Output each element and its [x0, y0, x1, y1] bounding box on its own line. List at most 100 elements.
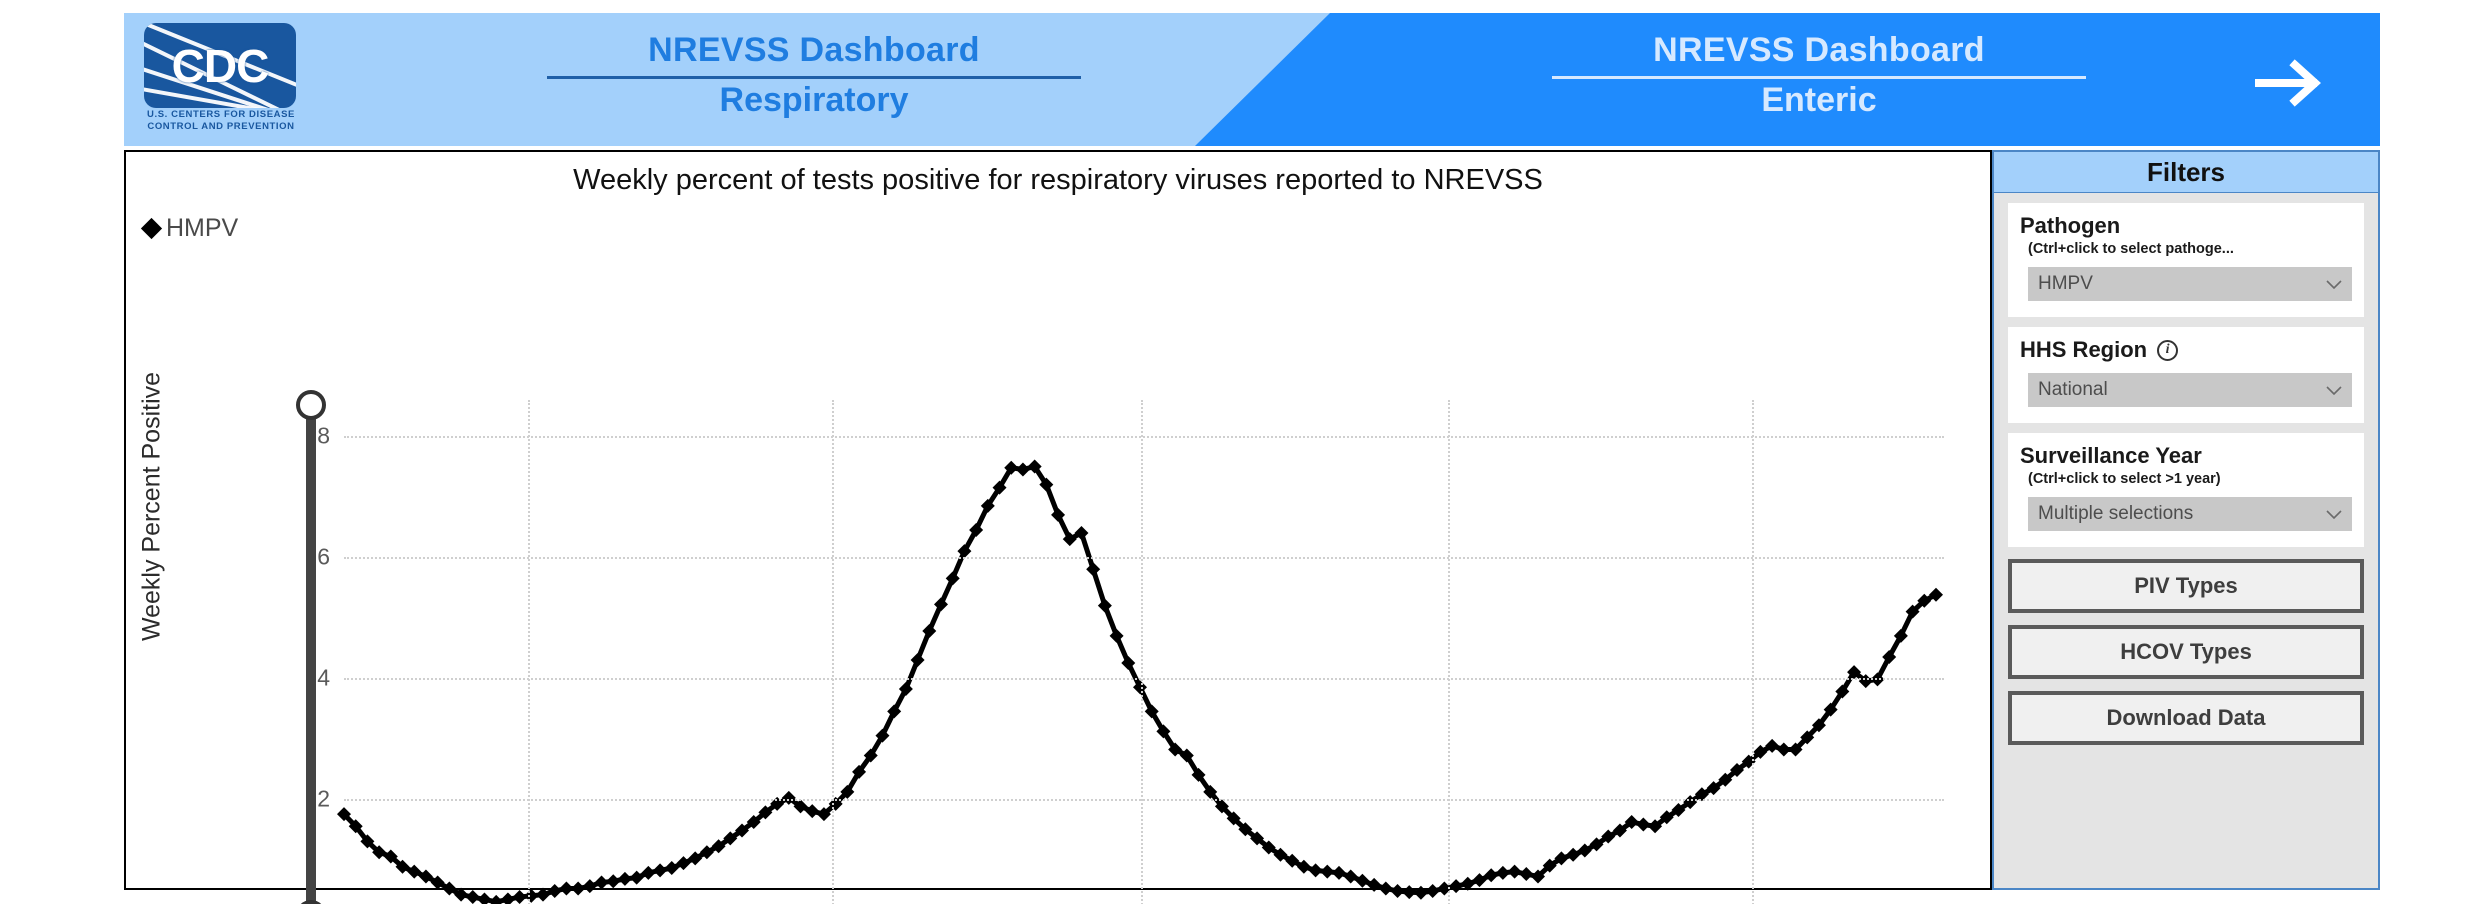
series-marker-hmpv [781, 790, 796, 805]
series-marker-hmpv [1144, 704, 1159, 719]
series-marker-hmpv [1097, 598, 1112, 613]
series-marker-hmpv [1519, 867, 1534, 882]
series-marker-hmpv [758, 805, 773, 820]
series-marker-hmpv [1027, 459, 1042, 474]
piv-types-button[interactable]: PIV Types [2008, 559, 2364, 613]
series-marker-hmpv [653, 863, 668, 878]
series-marker-hmpv [372, 845, 387, 860]
series-marker-hmpv [1296, 859, 1311, 874]
series-marker-hmpv [1800, 730, 1815, 745]
app-header-banner: CDC U.S. CENTERS FOR DISEASE CONTROL AND… [124, 13, 2380, 146]
series-marker-hmpv [980, 498, 995, 513]
series-marker-hmpv [699, 845, 714, 860]
series-marker-hmpv [1203, 784, 1218, 799]
series-marker-hmpv [887, 704, 902, 719]
series-marker-hmpv [1484, 868, 1499, 883]
series-marker-hmpv [606, 874, 621, 889]
series-marker-hmpv [957, 544, 972, 559]
series-marker-hmpv [1811, 718, 1826, 733]
series-marker-hmpv [1039, 477, 1054, 492]
chevron-down-icon [2326, 509, 2342, 519]
series-marker-hmpv [1402, 885, 1417, 900]
series-marker-hmpv [1413, 885, 1428, 900]
download-data-button[interactable]: Download Data [2008, 691, 2364, 745]
series-marker-hmpv [1460, 876, 1475, 891]
series-marker-hmpv [676, 856, 691, 871]
series-marker-hmpv [863, 748, 878, 763]
series-marker-hmpv [1718, 772, 1733, 787]
info-icon[interactable]: i [2157, 339, 2179, 361]
series-marker-hmpv [1179, 748, 1194, 763]
filter-group-pathogen: Pathogen (Ctrl+click to select pathoge..… [2008, 203, 2364, 317]
series-marker-hmpv [1566, 847, 1581, 862]
filter-title-hhs-region-text: HHS Region [2020, 337, 2148, 362]
series-marker-hmpv [1706, 781, 1721, 796]
surveillance-year-select-value: Multiple selections [2038, 503, 2194, 524]
series-marker-hmpv [571, 881, 586, 896]
series-marker-hmpv [1074, 526, 1089, 541]
cdc-logo: CDC U.S. CENTERS FOR DISEASE CONTROL AND… [136, 19, 306, 137]
series-marker-hmpv [430, 875, 445, 890]
series-marker-hmpv [500, 892, 515, 904]
surveillance-year-select[interactable]: Multiple selections [2028, 497, 2352, 531]
series-marker-hmpv [1308, 863, 1323, 878]
tab-enteric-underline [1552, 76, 2086, 79]
hhs-region-select-value: National [2038, 379, 2108, 400]
series-marker-hmpv [1601, 829, 1616, 844]
series-marker-hmpv [1612, 823, 1627, 838]
hhs-region-select[interactable]: National [2028, 373, 2352, 407]
filter-title-surveillance-year-text: Surveillance Year [2020, 443, 2202, 468]
series-marker-hmpv [348, 819, 363, 834]
hcov-types-button[interactable]: HCOV Types [2008, 625, 2364, 679]
series-marker-hmpv [992, 480, 1007, 495]
chart-title: Weekly percent of tests positive for res… [573, 164, 1543, 196]
tab-respiratory-line1: NREVSS Dashboard [648, 31, 980, 69]
series-marker-hmpv [383, 849, 398, 864]
tab-enteric-line2: Enteric [1761, 81, 1877, 119]
series-marker-hmpv [1823, 702, 1838, 717]
series-marker-hmpv [1659, 810, 1674, 825]
gridline-horizontal [344, 678, 1944, 681]
tab-enteric[interactable]: NREVSS Dashboard Enteric [1509, 31, 2129, 120]
y-slider-handle-max[interactable] [296, 390, 326, 420]
y-slider-handle-min[interactable] [296, 900, 326, 904]
gridline-vertical [832, 400, 834, 904]
series-marker-hmpv [1343, 869, 1358, 884]
series-marker-hmpv [688, 851, 703, 866]
series-marker-hmpv [875, 728, 890, 743]
series-marker-hmpv [1168, 742, 1183, 757]
series-marker-hmpv [1671, 802, 1686, 817]
series-marker-hmpv [1320, 864, 1335, 879]
series-marker-hmpv [1765, 738, 1780, 753]
pathogen-select[interactable]: HMPV [2028, 267, 2352, 301]
tab-respiratory[interactable]: NREVSS Dashboard Respiratory [504, 31, 1124, 120]
series-marker-hmpv [1156, 724, 1171, 739]
series-marker-hmpv [1238, 822, 1253, 837]
hmpv-line-series [337, 459, 1943, 904]
tab-respiratory-line2: Respiratory [719, 81, 909, 119]
series-marker-hmpv [489, 894, 504, 904]
series-marker-hmpv [793, 799, 808, 814]
y-axis-tick-label: 6 [317, 543, 330, 570]
series-marker-hmpv [746, 815, 761, 830]
series-marker-hmpv [664, 861, 679, 875]
y-axis-range-slider[interactable] [294, 390, 328, 904]
series-marker-hmpv [711, 839, 726, 854]
series-marker-hmpv [617, 871, 632, 886]
arrow-right-icon[interactable] [2255, 57, 2325, 109]
series-marker-hmpv [1788, 742, 1803, 757]
series-marker-hmpv [723, 831, 738, 846]
series-marker-hmpv [1425, 883, 1440, 898]
y-slider-track[interactable] [306, 404, 316, 904]
series-marker-hmpv [1449, 879, 1464, 894]
series-marker-hmpv [969, 523, 984, 537]
series-marker-hmpv [1542, 858, 1557, 873]
series-marker-hmpv [442, 881, 457, 896]
series-marker-hmpv [1015, 462, 1030, 477]
gridline-horizontal [344, 436, 1944, 439]
filter-title-pathogen-text: Pathogen [2020, 213, 2121, 238]
series-marker-hmpv [1062, 532, 1077, 547]
series-marker-hmpv [337, 807, 351, 822]
series-marker-hmpv [582, 879, 597, 894]
